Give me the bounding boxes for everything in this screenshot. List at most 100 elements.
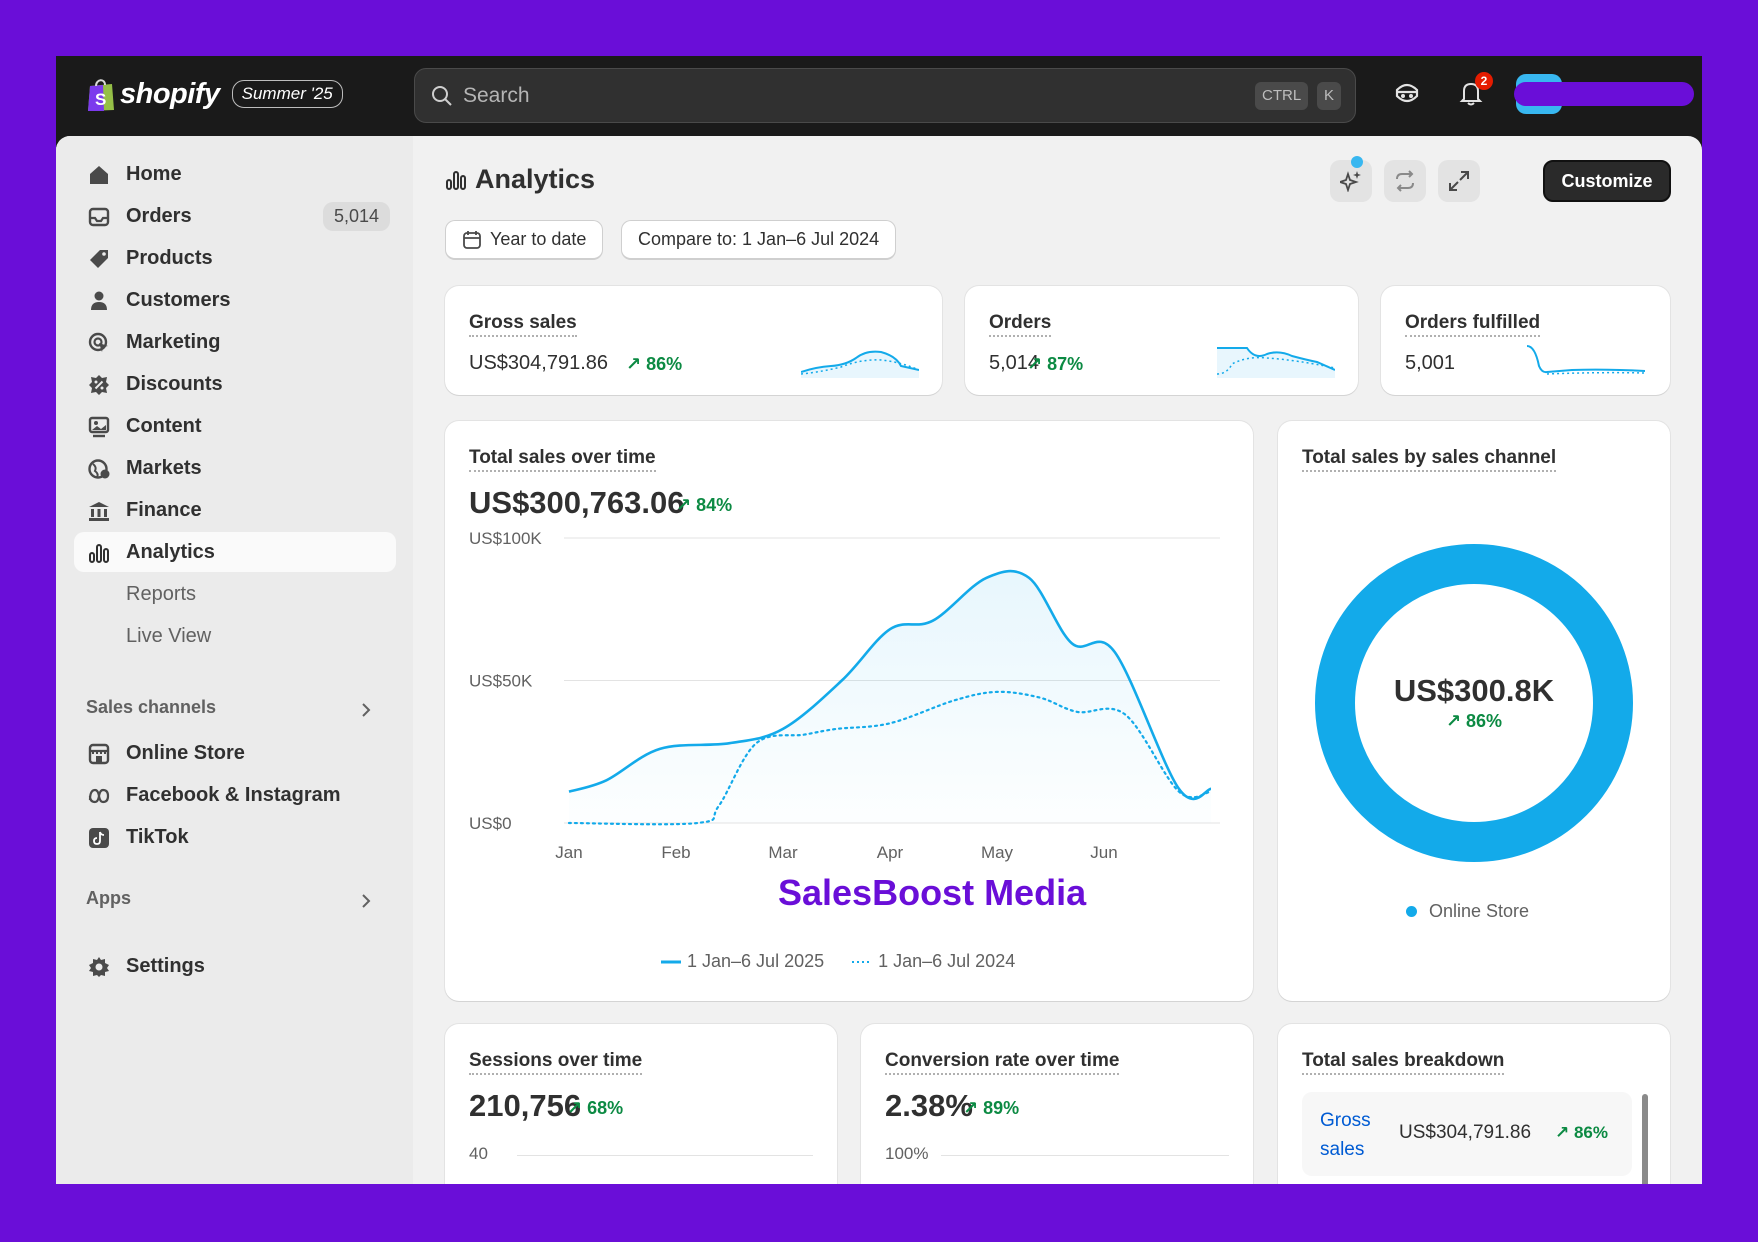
sidebar-item-label: Online Store xyxy=(126,742,245,764)
fullscreen-button[interactable] xyxy=(1438,160,1480,202)
bank-icon xyxy=(89,502,109,521)
total-sales-change: ↗ 84% xyxy=(676,495,733,515)
chevron-right-icon[interactable] xyxy=(358,702,374,718)
x-tick-label: Jan xyxy=(555,843,582,862)
card-title: Total sales breakdown xyxy=(1302,1050,1505,1075)
orders-fulfilled-value: 5,001 xyxy=(1405,352,1456,374)
page-title: Analytics xyxy=(445,164,595,195)
page-title-text: Analytics xyxy=(475,164,596,194)
sidebar-item-online-store[interactable]: Online Store xyxy=(74,733,396,773)
sidebar-item-label: Facebook & Instagram xyxy=(126,784,341,806)
legend-dotted-swatch xyxy=(852,960,873,963)
sales-by-channel-card[interactable]: Total sales by sales channel US$300.8K ↗… xyxy=(1278,421,1670,1001)
sidebar-item-content[interactable]: Content xyxy=(74,406,396,446)
card-title: Conversion rate over time xyxy=(885,1050,1120,1075)
search-bar[interactable]: CTRL K xyxy=(414,68,1356,123)
gross-sales-link[interactable]: Gross sales xyxy=(1320,1110,1371,1160)
sidebar-item-orders[interactable]: Orders 5,014 xyxy=(74,196,396,236)
compare-label: Compare to: 1 Jan–6 Jul 2024 xyxy=(638,229,880,249)
refresh-icon xyxy=(1396,170,1414,192)
sessions-card[interactable]: Sessions over time 210,756 ↗ 68% 40 xyxy=(445,1024,837,1184)
analytics-icon xyxy=(446,170,466,190)
chart-legend: 1 Jan–6 Jul 2025 1 Jan–6 Jul 2024 xyxy=(661,951,1015,972)
sidebar-subitem-live-view[interactable]: Live View xyxy=(74,616,396,656)
shopify-logo[interactable]: S shopify Summer '25 xyxy=(86,76,343,112)
search-icon xyxy=(432,86,452,106)
sidebar-item-facebook-instagram[interactable]: Facebook & Instagram xyxy=(74,775,396,815)
orders-fulfilled-sparkline xyxy=(1527,345,1645,375)
conversion-card[interactable]: Conversion rate over time 2.38% ↗ 89% 10… xyxy=(861,1024,1253,1184)
sidebar-item-label: Finance xyxy=(126,499,202,521)
orders-sparkline xyxy=(1217,347,1335,378)
new-indicator-dot xyxy=(1351,156,1363,168)
sidebar-item-discounts[interactable]: Discounts xyxy=(74,364,396,404)
date-range-filter[interactable]: Year to date xyxy=(445,220,604,260)
compare-filter[interactable]: Compare to: 1 Jan–6 Jul 2024 xyxy=(621,220,897,260)
x-tick-label: Mar xyxy=(768,843,798,862)
apps-heading[interactable]: Apps xyxy=(86,888,131,908)
sales-breakdown-card[interactable]: Total sales breakdown Gross sales US$304… xyxy=(1278,1024,1670,1184)
breakdown-scrollbar[interactable] xyxy=(1642,1094,1648,1184)
svg-text:S: S xyxy=(95,90,106,109)
orders-icon xyxy=(88,207,110,227)
sidekick-icon[interactable] xyxy=(1392,78,1422,108)
breakdown-row[interactable]: Gross sales US$304,791.86 ↗ 86% xyxy=(1302,1092,1632,1176)
chevron-right-icon[interactable] xyxy=(358,893,374,909)
sidebar-item-label: Analytics xyxy=(126,541,215,563)
sidebar-subitem-reports[interactable]: Reports xyxy=(74,574,396,614)
sidebar-item-markets[interactable]: Markets xyxy=(74,448,396,488)
conversion-change: ↗ 89% xyxy=(963,1098,1020,1118)
x-tick-label: Jun xyxy=(1090,843,1117,862)
sidebar-item-label: Settings xyxy=(126,955,205,977)
analytics-icon xyxy=(89,544,109,563)
donut-center-label: US$300.8K ↗ 86% xyxy=(1314,673,1634,732)
tag-icon xyxy=(90,250,108,268)
donut-slice-online-store[interactable] xyxy=(1315,544,1633,862)
gross-sales-value: US$304,791.86 xyxy=(469,352,609,374)
shortcut-k-key: K xyxy=(1317,82,1342,110)
edition-badge[interactable]: Summer '25 xyxy=(231,80,343,108)
sidebar-item-marketing[interactable]: Marketing xyxy=(74,322,396,362)
conversion-value: 2.38% xyxy=(885,1088,973,1123)
y-tick-label: US$100K xyxy=(469,529,542,548)
watermark-text: SalesBoost Media xyxy=(778,872,1087,913)
sidebar-item-products[interactable]: Products xyxy=(74,238,396,278)
orders-card[interactable]: Orders 5,014 ↗ 87% xyxy=(965,286,1358,395)
customize-button[interactable]: Customize xyxy=(1543,160,1671,202)
sidebar-item-customers[interactable]: Customers xyxy=(74,280,396,320)
search-input[interactable] xyxy=(463,81,1063,111)
donut-legend: Online Store xyxy=(1406,901,1529,922)
sessions-change: ↗ 68% xyxy=(567,1098,624,1118)
home-icon xyxy=(90,166,108,184)
total-sales-card[interactable]: Total sales over time US$300,763.06 ↗ 84… xyxy=(445,421,1253,1001)
notification-count-badge: 2 xyxy=(1475,72,1493,90)
store-name-redacted[interactable] xyxy=(1514,82,1694,106)
main-panel: Analytics Customize Year to date Compare… xyxy=(413,136,1702,1184)
sidebar-item-finance[interactable]: Finance xyxy=(74,490,396,530)
gear-icon xyxy=(89,957,109,977)
orders-fulfilled-card[interactable]: Orders fulfilled 5,001 xyxy=(1381,286,1670,395)
gross-sales-card[interactable]: Gross sales US$304,791.86 ↗ 86% xyxy=(445,286,942,395)
sidekick-suggest-button[interactable] xyxy=(1330,160,1372,202)
top-bar: S shopify Summer '25 CTRL K 2 xyxy=(56,56,1702,136)
x-tick-label: Feb xyxy=(661,843,690,862)
tiktok-icon xyxy=(89,828,109,848)
sidebar-item-settings[interactable]: Settings xyxy=(74,946,396,986)
bell-icon[interactable] xyxy=(1456,78,1486,108)
sidebar-item-home[interactable]: Home xyxy=(74,154,396,194)
brand-name: shopify xyxy=(120,77,220,110)
sidebar-item-tiktok[interactable]: TikTok xyxy=(74,817,396,857)
total-sales-line-chart[interactable]: US$100K US$50K US$0 Jan Feb Mar Apr May Jun xyxy=(445,421,1253,1001)
sidebar-item-analytics[interactable]: Analytics xyxy=(74,532,396,572)
shopify-bag-icon: S xyxy=(88,79,114,111)
refresh-button[interactable] xyxy=(1384,160,1426,202)
total-sales-value: US$300,763.06 xyxy=(469,485,685,520)
sidebar-subitem-label: Reports xyxy=(126,583,197,605)
legend-solid-swatch xyxy=(661,960,681,963)
sales-channel-donut-chart[interactable] xyxy=(1314,543,1634,863)
series-line-1-jan-6-jul-2024 xyxy=(567,690,1213,826)
shortcut-ctrl-key: CTRL xyxy=(1255,82,1309,110)
sales-channels-heading[interactable]: Sales channels xyxy=(86,697,217,717)
calendar-icon xyxy=(463,230,481,249)
gridline xyxy=(941,1155,1229,1156)
